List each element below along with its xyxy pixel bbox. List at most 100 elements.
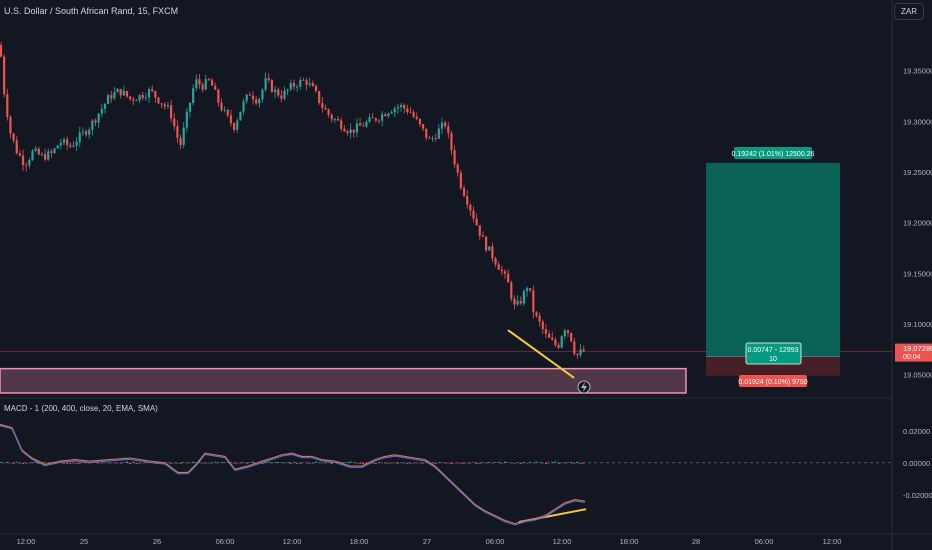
candle-body (299, 79, 302, 87)
macd-histogram-bar (459, 462, 462, 464)
macd-histogram-bar (204, 462, 207, 464)
candle-body (289, 83, 292, 90)
macd-histogram-bar (500, 462, 503, 464)
candle-body (195, 79, 198, 89)
macd-histogram-bar (362, 462, 365, 465)
candle-body (255, 99, 258, 104)
candle-body (510, 282, 513, 299)
candle-body (21, 155, 25, 165)
candle-body (466, 196, 469, 205)
macd-histogram-bar (579, 462, 582, 464)
macd-tick-label: 0.00000 (903, 459, 930, 468)
macd-histogram-bar (3, 462, 6, 464)
candle-body (176, 126, 179, 138)
macd-histogram-bar (166, 462, 169, 464)
macd-histogram-bar (239, 462, 242, 464)
candle-body (566, 330, 570, 333)
candle-body (485, 236, 488, 251)
macd-histogram-bar (170, 462, 173, 464)
candle-body (81, 131, 84, 133)
candle-body (251, 95, 255, 100)
macd-histogram-bar (330, 462, 333, 465)
candle-body (415, 116, 418, 119)
time-tick-label: 25 (80, 537, 88, 546)
currency-selector-button[interactable]: ZAR (894, 3, 924, 20)
macd-signal-line (0, 423, 586, 525)
candle-body (40, 154, 44, 156)
candle-body (456, 164, 459, 173)
candle-body (84, 131, 88, 135)
macd-histogram-bar (544, 462, 547, 464)
candle-body (554, 339, 557, 345)
macd-histogram-bar (396, 462, 399, 464)
macd-histogram-bar (100, 462, 103, 464)
price-tick-label: 19.05000 (903, 371, 932, 380)
candle-body (185, 111, 188, 128)
candle-body (352, 129, 355, 133)
macd-histogram-bar (18, 462, 21, 464)
candle-body (481, 235, 485, 237)
macd-histogram-bar (289, 462, 292, 464)
candle-body (66, 139, 69, 146)
candle-body (330, 114, 333, 120)
candle-body (135, 100, 138, 102)
trendlines-layer[interactable] (507, 329, 591, 523)
macd-histogram-bar (378, 462, 380, 463)
candle-body (327, 109, 330, 115)
time-tick-label: 12:00 (283, 537, 302, 546)
macd-histogram-bar (129, 462, 132, 465)
macd-histogram-bar (425, 462, 428, 464)
macd-histogram-bar (437, 462, 440, 463)
macd-histogram-bar (532, 462, 535, 464)
candle-body (166, 105, 170, 107)
macd-histogram-bar (450, 462, 453, 464)
macd-histogram-bar (406, 462, 409, 464)
time-tick-label: 06:00 (216, 537, 235, 546)
candle-body (403, 105, 406, 109)
candle-body (324, 107, 327, 110)
macd-histogram-bar (126, 461, 128, 463)
macd-histogram-bar (321, 462, 324, 464)
macd-histogram-bar (264, 461, 267, 463)
macd-histogram-bar (400, 462, 403, 464)
macd-histogram-bar (270, 462, 273, 464)
macd-histogram-bar (434, 462, 437, 464)
macd-histogram-bar (31, 462, 34, 463)
candle-body (242, 101, 245, 112)
macd-histogram-bar (72, 462, 75, 464)
candle-body (280, 95, 283, 99)
candle-body (78, 132, 81, 143)
price-tick-label: 19.20000 (903, 219, 932, 228)
candle-body (88, 129, 91, 135)
macd-histogram-bar (195, 462, 198, 463)
long-position-tool[interactable]: 0.19242 (1.01%) 12500.26 0.00747 - 12993 1… (706, 147, 840, 387)
candle-body (160, 103, 163, 105)
candles-layer (0, 41, 892, 359)
candle-body (113, 92, 116, 99)
time-tick-label: 18:00 (350, 537, 369, 546)
macd-histogram-bar (296, 462, 299, 464)
candle-body (144, 97, 147, 99)
axes: 19.35000 19.30000 19.25000 19.20000 19.15000… (17, 67, 932, 546)
candle-body (582, 349, 585, 352)
macd-histogram-bar (381, 462, 384, 464)
candle-body (50, 151, 53, 153)
price-trendline (507, 329, 575, 379)
candle-body (28, 160, 31, 166)
macd-histogram-bar (0, 462, 2, 463)
macd-histogram-bar (551, 461, 554, 463)
candle-body (349, 129, 352, 134)
support-zone-layer[interactable] (0, 367, 687, 394)
candle-body (154, 91, 157, 98)
candle-body (381, 114, 384, 121)
macd-histogram-bar (252, 461, 254, 463)
stop-label: 0.01924 (0.10%) 9750 (738, 375, 808, 387)
macd-indicator-title[interactable]: MACD - 1 (200, 400, close, 20, EMA, SMA) (4, 404, 158, 413)
macd-histogram-bar (107, 462, 110, 464)
price-tick-label: 19.10000 (903, 320, 932, 329)
time-tick-label: 12:00 (823, 537, 842, 546)
macd-histogram-bar (97, 462, 100, 464)
macd-histogram-bar (34, 461, 37, 463)
